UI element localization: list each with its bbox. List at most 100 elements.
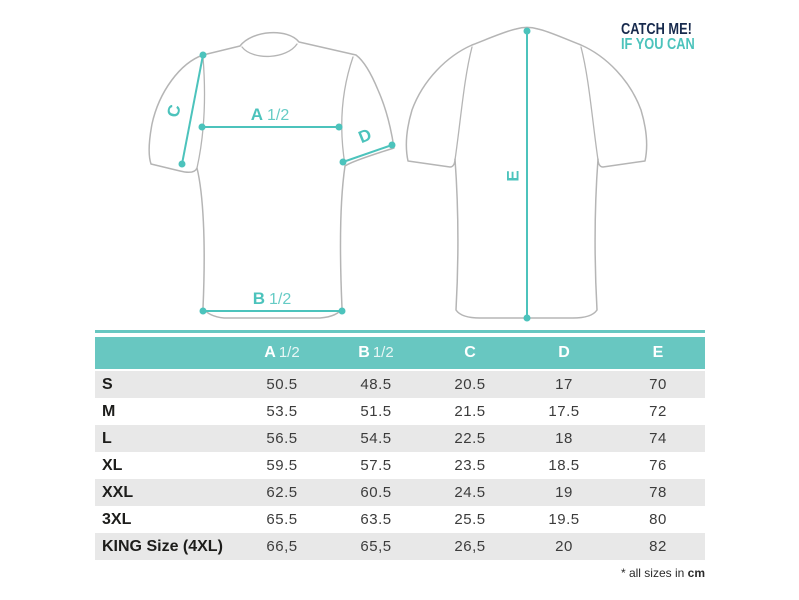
column-header-b: B 1/2 [329,344,423,362]
table-top-rule [95,330,705,333]
measurement-b-dot [338,307,346,315]
column-letter: D [558,344,570,361]
size-value: 65.5 [266,511,298,528]
tshirt-front-right-seam [341,56,354,166]
size-value: 21.5 [454,403,486,420]
size-value: 65,5 [360,538,392,555]
size-value: 53.5 [266,403,298,420]
measurement-a-dot [335,123,343,131]
table-row: S 50.5 48.5 20.5 17 70 [95,371,705,398]
measurement-e-dot [523,27,531,35]
column-letter: B [358,344,370,361]
size-label: XL [102,456,123,474]
units-footnote: * all sizes in cm [621,566,705,580]
size-value: 23.5 [454,457,486,474]
measurement-e-dot [523,314,531,322]
size-value: 70 [649,376,667,393]
logo-catch-me-text: CATCH ME! [621,21,692,38]
table-row: KING Size (4XL) 66,5 65,5 26,5 20 82 [95,533,705,560]
column-fraction: 1/2 [372,344,394,361]
size-value: 57.5 [360,457,392,474]
column-fraction: 1/2 [278,344,300,361]
tshirt-front-left-seam [196,56,206,169]
size-value: 78 [649,484,667,501]
size-value: 62.5 [266,484,298,501]
measurement-c: C [163,51,207,168]
brand-logo: CATCH ME! IF YOU CAN [621,21,695,53]
size-label: 3XL [102,510,132,528]
size-value: 25.5 [454,511,486,528]
measurement-d-line [342,144,393,163]
table-row: M 53.5 51.5 21.5 17.5 72 [95,398,705,425]
size-value: 54.5 [360,430,392,447]
size-label: L [102,429,112,447]
tshirt-back-right-seam [580,46,599,161]
size-value: 80 [649,511,667,528]
measurement-c-dot [178,160,186,168]
size-value: 63.5 [360,511,392,528]
size-table: A 1/2 B 1/2 C D E S 50.5 48.5 20.5 17 70 M 53.5 51.5 21… [95,330,705,560]
measurement-c-label: C [163,103,184,119]
size-value: 50.5 [266,376,298,393]
table-row: L 56.5 54.5 22.5 18 74 [95,425,705,452]
size-value: 17.5 [548,403,580,420]
column-header-e: E [611,344,705,362]
footnote-unit: cm [687,566,705,580]
footnote-text: * all sizes in [620,566,688,580]
tshirt-back-left-seam [454,46,473,161]
measurement-c-line [181,54,204,165]
tshirt-front-collar [241,43,298,58]
size-label: KING Size (4XL) [102,537,223,555]
size-value: 20 [555,538,573,555]
size-value: 59.5 [266,457,298,474]
measurement-c-dot [199,51,207,59]
size-value: 20.5 [454,376,486,393]
measurement-d-dot [388,141,396,149]
column-header-a: A 1/2 [235,344,329,362]
size-value: 22.5 [454,430,486,447]
size-value: 18 [555,430,573,447]
size-value: 24.5 [454,484,486,501]
size-value: 60.5 [360,484,392,501]
size-label: S [102,375,113,393]
measurement-a-half: A 1/2 [198,105,343,131]
table-row: 3XL 65.5 63.5 25.5 19.5 80 [95,506,705,533]
size-table-header: A 1/2 B 1/2 C D E [95,337,705,369]
table-row: XL 59.5 57.5 23.5 18.5 76 [95,452,705,479]
size-label: XXL [102,483,134,501]
measurement-b-dot [199,307,207,315]
size-value: 74 [649,430,667,447]
column-letter: C [464,344,476,361]
logo-if-you-can-text: IF YOU CAN [621,36,695,53]
size-value: 72 [649,403,667,420]
measurement-e: E [504,27,531,322]
size-value: 76 [649,457,667,474]
size-value: 66,5 [266,538,298,555]
measurement-e-label: E [504,170,523,181]
column-header-c: C [423,344,517,362]
size-value: 48.5 [360,376,392,393]
size-value: 17 [555,376,573,393]
size-label: M [102,402,116,420]
measurement-b-label: B 1/2 [253,289,292,308]
size-value: 19.5 [548,511,580,528]
column-header-d: D [517,344,611,362]
size-value: 82 [649,538,667,555]
column-letter: E [652,344,664,361]
measurement-b-half: B 1/2 [199,289,346,315]
measurement-d-dot [339,158,347,166]
size-value: 19 [555,484,573,501]
measurement-a-label: A 1/2 [251,105,290,124]
size-value: 26,5 [454,538,486,555]
tshirt-front-body [148,31,395,319]
tshirt-measurement-diagram: A 1/2 B 1/2 C D E [148,26,648,322]
column-letter: A [264,344,276,361]
size-value: 51.5 [360,403,392,420]
table-row: XXL 62.5 60.5 24.5 19 78 [95,479,705,506]
tshirt-front-outline [148,31,395,319]
size-value: 18.5 [548,457,580,474]
measurement-a-dot [198,123,206,131]
size-table-body: S 50.5 48.5 20.5 17 70 M 53.5 51.5 21.5 17.5 72 L 56.… [95,371,705,560]
size-value: 56.5 [266,430,298,447]
